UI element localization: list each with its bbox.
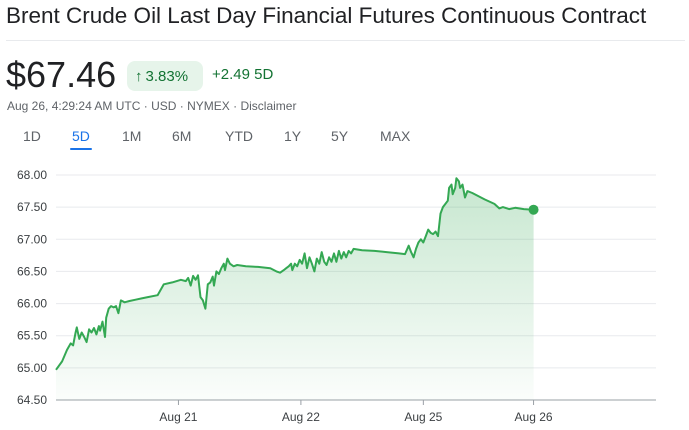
y-tick-label: 67.50	[17, 200, 47, 214]
change-absolute: +2.49 5D	[212, 66, 274, 83]
y-tick-label: 65.00	[17, 361, 47, 375]
meta-sep-1: ·	[140, 99, 152, 113]
tab-6m[interactable]: 6M	[172, 128, 192, 144]
tab-5y[interactable]: 5Y	[331, 128, 349, 144]
tab-1m[interactable]: 1M	[122, 128, 142, 144]
title-divider	[6, 40, 685, 41]
disclaimer-link[interactable]: Disclaimer	[240, 99, 297, 113]
exchange: NYMEX	[187, 99, 230, 113]
price-line	[55, 177, 534, 371]
tab-1y[interactable]: 1Y	[284, 128, 302, 144]
x-axis-labels: Aug 21 Aug 22 Aug 25 Aug 26	[159, 410, 552, 424]
current-price-marker	[528, 204, 539, 215]
meta-sep-3: ·	[229, 99, 241, 113]
arrow-up-icon: ↑	[135, 67, 143, 85]
tab-ytd[interactable]: YTD	[225, 128, 253, 144]
current-price: $67.46	[6, 54, 117, 95]
y-tick-label: 64.50	[17, 393, 47, 407]
quote-meta: Aug 26, 4:29:24 AM UTC · USD · NYMEX · D…	[7, 99, 296, 113]
page-title: Brent Crude Oil Last Day Financial Futur…	[6, 3, 647, 28]
x-tick-label: Aug 21	[159, 410, 197, 424]
price-chart[interactable]: 68.00 67.50 67.00 66.50 66.00 65.50 65.00 64.50…	[0, 160, 689, 430]
change-percent-badge: ↑ 3.83%	[127, 61, 203, 91]
y-axis-labels: 68.00 67.50 67.00 66.50 66.00 65.50 65.00 64.50	[17, 168, 47, 407]
change-percent-value: 3.83%	[145, 67, 189, 85]
timestamp: Aug 26, 4:29:24 AM UTC	[7, 99, 141, 113]
tab-5d[interactable]: 5D	[70, 128, 92, 150]
x-tick-label: Aug 22	[282, 410, 320, 424]
currency: USD	[151, 99, 177, 113]
y-tick-label: 65.50	[17, 329, 47, 343]
y-tick-label: 68.00	[17, 168, 47, 182]
y-tick-label: 66.00	[17, 297, 47, 311]
tab-max[interactable]: MAX	[380, 128, 411, 144]
y-tick-label: 66.50	[17, 264, 47, 278]
y-tick-label: 67.00	[17, 232, 47, 246]
tab-1d[interactable]: 1D	[23, 128, 41, 144]
price-area-fill	[56, 178, 534, 400]
meta-sep-2: ·	[176, 99, 188, 113]
x-tick-label: Aug 26	[515, 410, 553, 424]
x-tick-label: Aug 25	[404, 410, 442, 424]
